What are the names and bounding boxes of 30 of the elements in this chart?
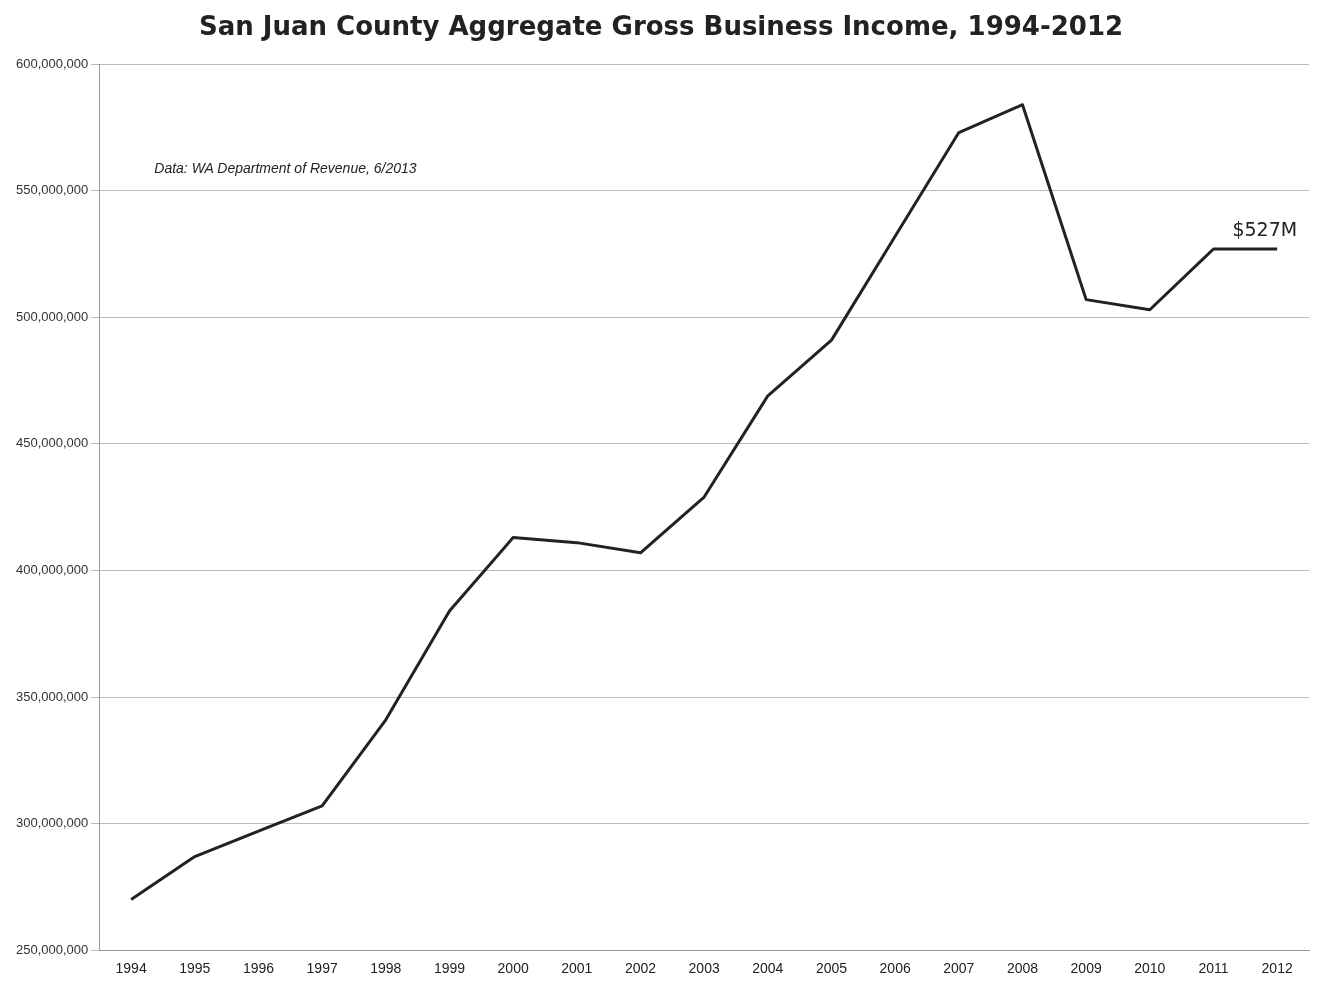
x-tick-label: 2009 <box>1070 960 1102 977</box>
y-tick-label: 250,000,000 <box>16 941 89 957</box>
annotation: Data: WA Department of Revenue, 6/2013 <box>154 160 417 177</box>
x-tick-label: 1998 <box>370 960 402 977</box>
y-tick-label: 350,000,000 <box>16 688 89 704</box>
x-tick-label: 2006 <box>879 960 911 977</box>
y-tick-label: 450,000,000 <box>16 435 89 451</box>
y-tick-label: 300,000,000 <box>16 815 89 831</box>
x-tick-label: 2002 <box>624 960 657 977</box>
x-tick-label: 2001 <box>561 960 593 977</box>
x-tick-label: 2012 <box>1261 960 1293 977</box>
y-tick-label: 600,000,000 <box>16 55 89 71</box>
x-tick-label: 2004 <box>752 960 784 977</box>
x-tick-label: 1995 <box>179 960 211 977</box>
x-tick-label: 1996 <box>242 960 275 977</box>
y-tick-label: 550,000,000 <box>16 182 89 198</box>
y-tick-label: 500,000,000 <box>16 308 89 324</box>
x-tick-label: 1999 <box>433 960 466 977</box>
x-tick-label: 2011 <box>1198 960 1229 977</box>
x-tick-label: 2003 <box>688 960 720 977</box>
x-tick-label: 1994 <box>115 960 147 977</box>
x-tick-label: 2010 <box>1134 960 1166 977</box>
y-tick-label: 400,000,000 <box>16 562 89 578</box>
x-tick-label: 2008 <box>1006 960 1039 977</box>
x-tick-label: 2007 <box>943 960 975 977</box>
chart-title: San Juan County Aggregate Gross Business Income, 1994-2012 <box>198 11 1124 42</box>
x-tick-label: 2000 <box>497 960 529 977</box>
x-tick-label: 2005 <box>815 960 848 977</box>
x-tick-label: 1997 <box>306 960 338 977</box>
annotation: $527M <box>1232 218 1298 241</box>
